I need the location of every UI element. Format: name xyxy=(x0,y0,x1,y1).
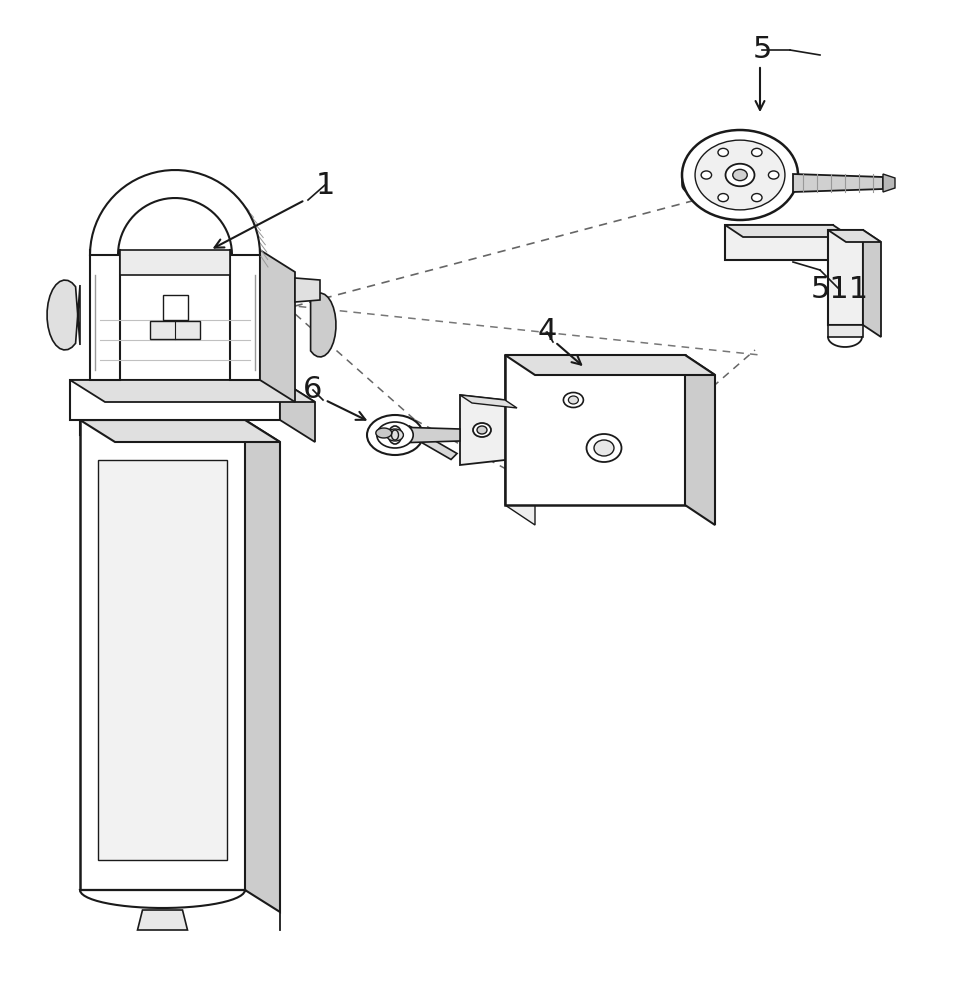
Ellipse shape xyxy=(695,140,785,210)
Text: 6: 6 xyxy=(303,375,322,404)
Ellipse shape xyxy=(682,130,798,220)
Ellipse shape xyxy=(568,396,578,404)
Polygon shape xyxy=(47,280,80,350)
Ellipse shape xyxy=(376,422,413,448)
Polygon shape xyxy=(725,225,833,260)
Polygon shape xyxy=(245,420,280,912)
Polygon shape xyxy=(883,174,895,192)
Polygon shape xyxy=(725,225,851,237)
Polygon shape xyxy=(90,170,260,255)
Polygon shape xyxy=(260,250,295,402)
Polygon shape xyxy=(98,460,227,860)
Polygon shape xyxy=(80,420,280,442)
Polygon shape xyxy=(80,890,245,908)
Polygon shape xyxy=(863,230,881,337)
Polygon shape xyxy=(685,355,715,525)
Ellipse shape xyxy=(594,440,614,456)
Polygon shape xyxy=(793,174,883,192)
Ellipse shape xyxy=(732,169,747,181)
Ellipse shape xyxy=(473,423,491,437)
Ellipse shape xyxy=(702,171,711,179)
Ellipse shape xyxy=(564,392,584,408)
Polygon shape xyxy=(505,355,535,525)
Ellipse shape xyxy=(477,426,487,434)
Polygon shape xyxy=(682,175,798,203)
Polygon shape xyxy=(70,380,280,420)
Polygon shape xyxy=(505,355,685,505)
Polygon shape xyxy=(828,230,863,325)
Text: 4: 4 xyxy=(538,318,557,347)
Polygon shape xyxy=(230,250,260,380)
Polygon shape xyxy=(120,250,230,275)
Polygon shape xyxy=(311,293,336,357)
Polygon shape xyxy=(163,295,188,320)
Polygon shape xyxy=(403,426,457,460)
Ellipse shape xyxy=(726,164,755,186)
Polygon shape xyxy=(80,420,245,890)
Ellipse shape xyxy=(392,430,399,440)
Ellipse shape xyxy=(587,434,621,462)
Polygon shape xyxy=(90,250,120,380)
Ellipse shape xyxy=(768,171,779,179)
Polygon shape xyxy=(70,380,315,402)
Polygon shape xyxy=(395,427,460,443)
Ellipse shape xyxy=(387,429,403,441)
Polygon shape xyxy=(505,355,715,375)
Polygon shape xyxy=(150,321,200,339)
Text: 1: 1 xyxy=(316,170,335,200)
Polygon shape xyxy=(137,910,187,930)
Polygon shape xyxy=(375,428,392,438)
Polygon shape xyxy=(828,230,881,242)
Text: 511: 511 xyxy=(811,275,869,304)
Ellipse shape xyxy=(389,426,401,444)
Polygon shape xyxy=(460,395,505,465)
Ellipse shape xyxy=(718,194,729,202)
Polygon shape xyxy=(460,395,517,408)
Polygon shape xyxy=(280,380,315,442)
Ellipse shape xyxy=(752,194,762,202)
Polygon shape xyxy=(828,325,863,337)
Ellipse shape xyxy=(752,148,762,156)
Polygon shape xyxy=(295,278,320,302)
Ellipse shape xyxy=(367,415,423,455)
Text: 5: 5 xyxy=(753,35,772,64)
Ellipse shape xyxy=(718,148,729,156)
